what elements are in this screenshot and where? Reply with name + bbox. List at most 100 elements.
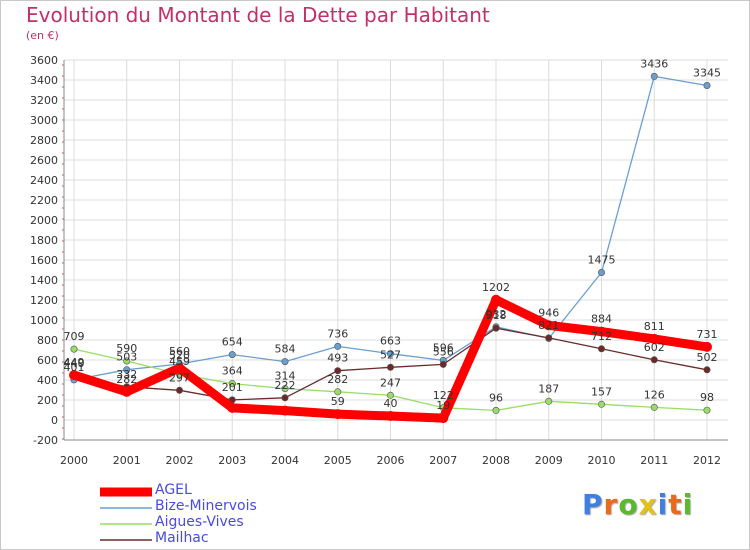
y-tick-label: 1800: [30, 234, 58, 247]
data-point-bize-minervois: [123, 366, 131, 374]
data-label-mailhac: 712: [591, 330, 612, 343]
data-label-mailhac: 297: [169, 371, 190, 384]
x-tick-label: 2002: [166, 454, 194, 467]
data-label-bize-minervois: 401: [64, 361, 85, 374]
data-point-mailhac: [545, 334, 553, 342]
data-label-aigues-vives: 364: [222, 365, 243, 378]
data-label-agel: 282: [116, 373, 137, 386]
data-point-bize-minervois: [703, 82, 711, 90]
data-label-bize-minervois: 503: [116, 351, 137, 364]
data-point-agel: [702, 341, 712, 352]
data-point-agel: [649, 333, 660, 344]
data-point-bize-minervois: [597, 268, 605, 276]
y-tick-label: 2000: [30, 214, 58, 227]
logo-letter: P: [582, 488, 604, 521]
y-tick-label: 2800: [30, 134, 58, 147]
data-label-aigues-vives: 187: [538, 382, 559, 395]
data-label-agel: 19: [436, 399, 450, 412]
data-label-bize-minervois: 3345: [693, 67, 721, 80]
data-label-aigues-vives: 126: [644, 388, 665, 401]
y-tick-label: 1400: [30, 274, 58, 287]
y-tick-label: 200: [37, 394, 58, 407]
y-tick-label: 3400: [30, 74, 58, 87]
data-point-bize-minervois: [228, 351, 236, 359]
data-point-aigues-vives: [386, 391, 394, 399]
data-point-aigues-vives: [70, 345, 78, 353]
plot-area: [64, 60, 728, 440]
x-tick-label: 2009: [535, 454, 563, 467]
logo-letter: i: [657, 488, 669, 521]
y-tick-label: -200: [33, 434, 58, 447]
data-label-bize-minervois: 663: [380, 335, 401, 348]
y-tick-label: 1000: [30, 314, 58, 327]
x-tick-label: 2005: [324, 454, 352, 467]
data-point-mailhac: [492, 324, 500, 332]
data-label-aigues-vives: 98: [700, 391, 714, 404]
y-tick-label: 3200: [30, 94, 58, 107]
data-label-agel: 40: [384, 397, 398, 410]
data-point-bize-minervois: [386, 350, 394, 358]
logo-letter: r: [603, 488, 619, 521]
data-label-aigues-vives: 314: [275, 370, 296, 383]
data-point-agel: [438, 413, 449, 424]
logo-letter: t: [668, 488, 683, 521]
data-label-bize-minervois: 932: [486, 308, 507, 321]
y-tick-label: 3000: [30, 114, 58, 127]
legend-label-aigues-vives: Aigues-Vives: [155, 514, 244, 530]
logo-letter: i: [682, 488, 694, 521]
data-point-agel: [174, 363, 185, 373]
data-point-agel: [280, 405, 290, 416]
data-label-aigues-vives: 282: [327, 373, 348, 386]
data-point-mailhac: [386, 363, 394, 371]
legend-label-mailhac: Mailhac: [155, 530, 209, 546]
data-label-mailhac: 556: [433, 345, 454, 358]
data-point-agel: [596, 326, 607, 337]
data-label-mailhac: 821: [538, 319, 559, 332]
data-label-mailhac: 527: [380, 348, 401, 361]
y-tick-label: 400: [37, 374, 58, 387]
legend-swatch-aigues-vives: [100, 523, 152, 525]
y-tick-label: 2400: [30, 174, 58, 187]
data-point-aigues-vives: [703, 406, 711, 414]
data-label-agel: 520: [169, 349, 190, 362]
logo-letter: o: [618, 488, 639, 521]
x-tick-label: 2004: [271, 454, 299, 467]
data-point-agel: [543, 320, 554, 331]
data-point-mailhac: [650, 356, 658, 364]
logo-letter: x: [638, 488, 658, 521]
y-tick-label: 0: [51, 414, 58, 427]
y-tick-label: 2200: [30, 194, 58, 207]
y-tick-label: 1600: [30, 254, 58, 267]
data-label-bize-minervois: 560: [169, 345, 190, 358]
data-label-agel: 946: [538, 306, 559, 319]
data-label-aigues-vives: 459: [169, 355, 190, 368]
legend-label-agel: AGEL: [155, 482, 192, 498]
data-label-aigues-vives: 96: [489, 391, 503, 404]
data-point-agel: [385, 411, 396, 421]
x-tick-label: 2000: [60, 454, 88, 467]
data-point-agel: [491, 294, 501, 305]
data-point-agel: [121, 386, 132, 397]
data-point-agel: [227, 402, 238, 413]
data-label-bize-minervois: 654: [222, 336, 243, 349]
data-label-bize-minervois: 584: [275, 343, 296, 356]
x-tick-label: 2010: [588, 454, 616, 467]
data-point-aigues-vives: [228, 380, 236, 388]
data-label-agel: 884: [591, 313, 612, 326]
data-label-mailhac: 222: [275, 379, 296, 392]
x-tick-label: 2003: [218, 454, 246, 467]
data-point-agel: [332, 409, 343, 420]
data-point-aigues-vives: [281, 385, 289, 393]
data-point-mailhac: [176, 386, 184, 394]
data-point-agel: [69, 370, 79, 381]
chart-subtitle: (en €): [26, 29, 59, 42]
data-point-aigues-vives: [334, 388, 342, 396]
data-label-agel: 449: [64, 356, 85, 369]
x-tick-label: 2001: [113, 454, 141, 467]
data-point-bize-minervois: [650, 72, 658, 80]
legend-swatch-mailhac: [100, 539, 152, 541]
legend-label-bize-minervois: Bize-Minervois: [155, 498, 257, 514]
data-label-mailhac: 918: [486, 309, 507, 322]
data-label-mailhac: 602: [644, 341, 665, 354]
data-point-aigues-vives: [123, 357, 131, 365]
